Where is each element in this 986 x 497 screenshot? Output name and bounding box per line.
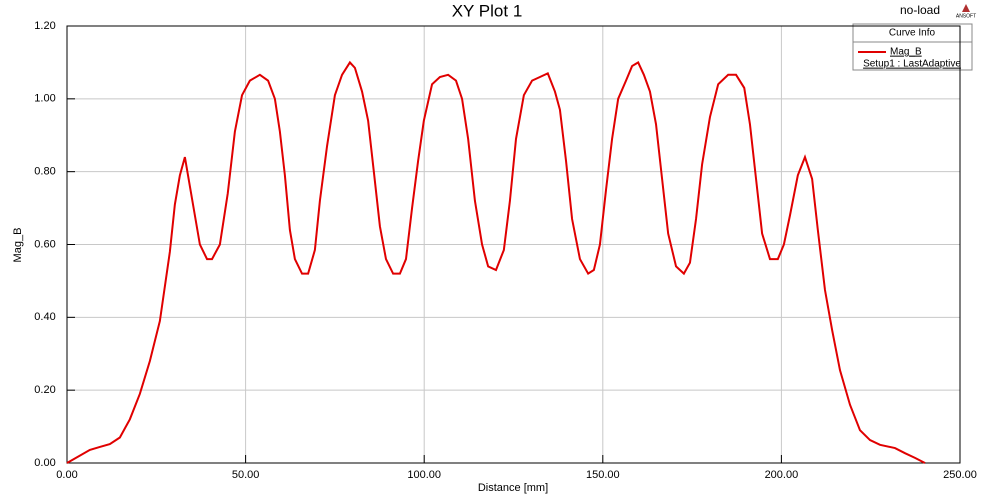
data-line bbox=[66, 60, 926, 464]
x-tick-label: 200.00 bbox=[765, 469, 799, 481]
x-tick-label: 100.00 bbox=[407, 469, 441, 481]
y-tick-label: 0.60 bbox=[34, 238, 55, 250]
legend-title: Curve Info bbox=[889, 28, 936, 39]
x-tick-label: 50.00 bbox=[232, 469, 260, 481]
x-tick-label: 250.00 bbox=[943, 469, 977, 481]
logo-icon bbox=[962, 4, 970, 12]
y-tick-label: 1.00 bbox=[34, 93, 55, 105]
legend-box bbox=[852, 23, 973, 71]
y-tick-label: 0.20 bbox=[34, 384, 55, 396]
x-tick-label: 0.00 bbox=[56, 469, 77, 481]
y-axis-label: Mag_B bbox=[12, 228, 24, 263]
legend: Curve Info Mag_B Setup1 : LastAdaptive bbox=[852, 23, 973, 71]
x-tick-label: 150.00 bbox=[586, 469, 620, 481]
y-tick-label: 0.00 bbox=[34, 457, 55, 469]
y-tick-label: 0.80 bbox=[34, 166, 55, 178]
plot-frame bbox=[66, 25, 961, 464]
annotation: no-load bbox=[900, 3, 940, 17]
legend-label: Mag_B bbox=[890, 47, 922, 58]
chart-title: XY Plot 1 bbox=[452, 1, 523, 20]
x-axis-label: Distance [mm] bbox=[478, 482, 548, 494]
logo: ANSOFT bbox=[956, 13, 976, 19]
legend-setup: Setup1 : LastAdaptive bbox=[863, 59, 961, 70]
y-tick-label: 0.40 bbox=[34, 311, 55, 323]
y-tick-label: 1.20 bbox=[34, 20, 55, 32]
